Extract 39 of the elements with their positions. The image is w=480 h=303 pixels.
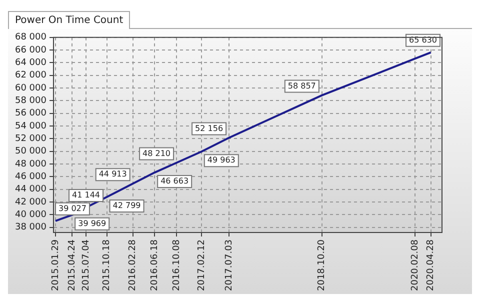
data-label: 39 027 [58,204,86,213]
data-label: 41 144 [72,190,100,200]
y-tick-label: 66 000 [14,45,47,56]
y-tick-label: 52 000 [14,134,47,144]
y-tick-label: 50 000 [14,146,47,157]
x-tick-label: 2018.10.20 [317,239,328,291]
y-tick-label: 46 000 [14,172,47,182]
y-tick-label: 58 000 [14,96,47,106]
x-tick-label: 2015.10.18 [102,239,112,291]
x-tick-label: 2020.02.08 [410,239,421,291]
x-tick-label: 2015.07.04 [81,239,92,291]
data-label: 39 969 [78,219,106,228]
x-tick-label: 2017.07.03 [224,239,234,291]
y-tick-label: 64 000 [14,58,47,68]
data-label: 42 799 [112,201,141,210]
y-tick-label: 42 000 [14,197,47,208]
x-tick-label: 2016.06.18 [150,239,160,291]
data-label: 49 963 [207,156,236,165]
y-tick-label: 44 000 [14,184,47,195]
data-label: 44 913 [98,170,127,179]
chart-title: Power On Time Count [8,11,130,29]
y-tick-label: 40 000 [14,210,47,220]
data-label: 58 857 [288,81,316,90]
x-tick-label: 2015.04.24 [67,239,78,291]
x-tick-label: 2015.01.29 [50,239,61,291]
y-tick-label: 60 000 [14,83,47,94]
x-tick-label: 2020.04.28 [426,239,436,291]
data-label: 46 663 [160,176,189,186]
data-label: 52 156 [195,124,224,133]
x-tick-label: 2017.02.12 [196,239,207,291]
x-tick-label: 2016.02.28 [128,239,138,291]
y-tick-label: 48 000 [14,159,47,170]
y-tick-label: 62 000 [14,70,47,81]
data-label: 48 210 [142,148,171,158]
y-tick-label: 54 000 [14,121,47,132]
y-tick-label: 68 000 [14,32,47,43]
x-tick-label: 2016.10.08 [172,239,182,291]
y-tick-label: 56 000 [14,108,47,119]
y-tick-label: 38 000 [14,222,47,233]
